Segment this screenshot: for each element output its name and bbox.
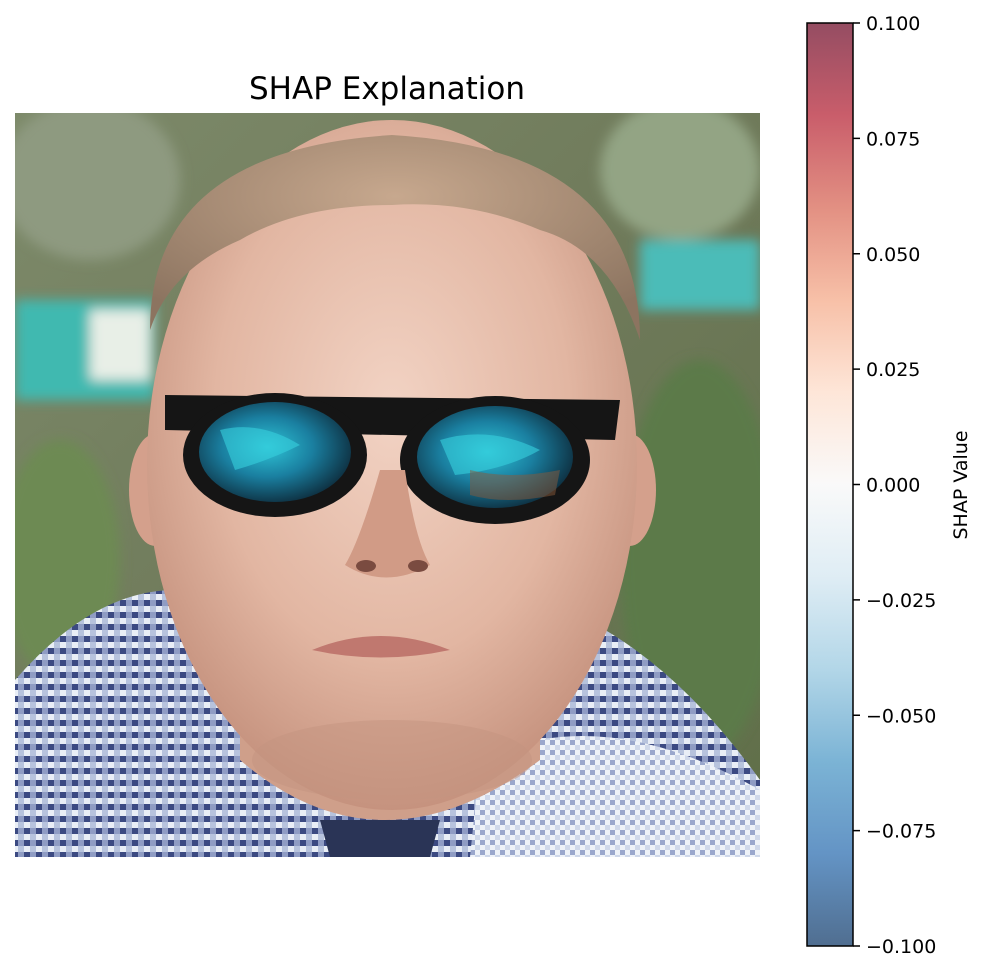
colorbar-tick-label: −0.025 — [866, 590, 936, 612]
colorbar-tick-label: 0.050 — [866, 244, 920, 266]
colorbar-tick-label: −0.075 — [866, 821, 936, 843]
colorbar-gradient — [807, 23, 853, 946]
colorbar-label: SHAP Value — [950, 430, 972, 539]
colorbar-tick-label: 0.025 — [866, 359, 920, 381]
colorbar-tick-label: 0.100 — [866, 13, 920, 35]
colorbar-tick-label: 0.000 — [866, 475, 920, 497]
colorbar-ticks: −0.100 −0.075 −0.050 −0.025 0.000 0.025 0.050 0… — [853, 13, 936, 958]
chart-title: SHAP Explanation — [249, 71, 525, 107]
colorbar-tick-label: −0.050 — [866, 705, 936, 727]
colorbar-tick-label: −0.100 — [866, 936, 936, 958]
photo-image — [15, 113, 760, 857]
colorbar: −0.100 −0.075 −0.050 −0.025 0.000 0.025 0.050 0… — [806, 13, 972, 958]
colorbar-tick-label: 0.075 — [866, 128, 920, 150]
